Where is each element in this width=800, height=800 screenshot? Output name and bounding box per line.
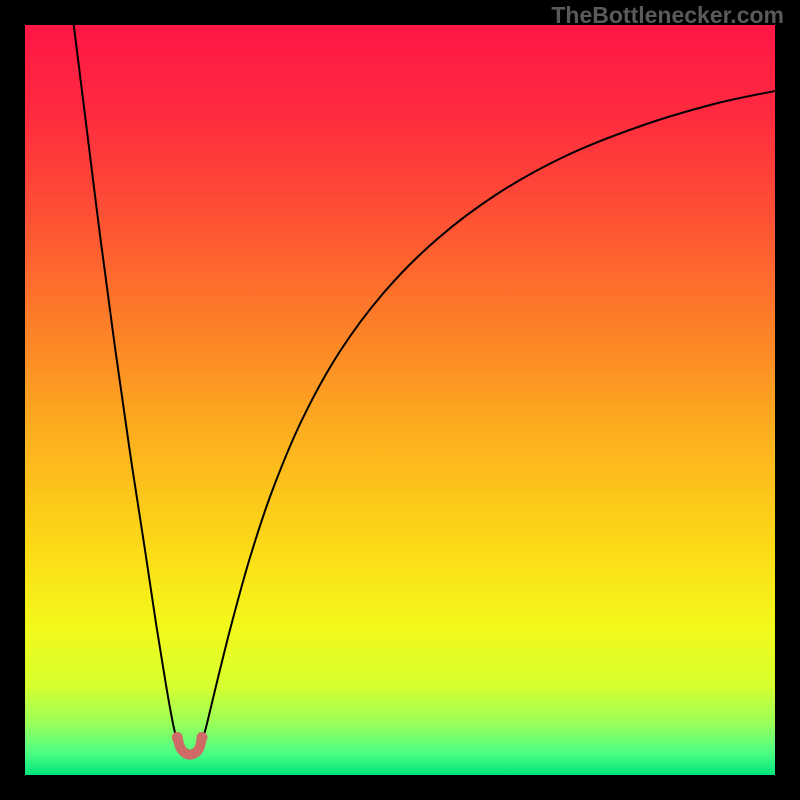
gradient-background xyxy=(25,25,775,775)
bottleneck-chart xyxy=(25,25,775,775)
watermark-text: TheBottlenecker.com xyxy=(551,2,784,29)
